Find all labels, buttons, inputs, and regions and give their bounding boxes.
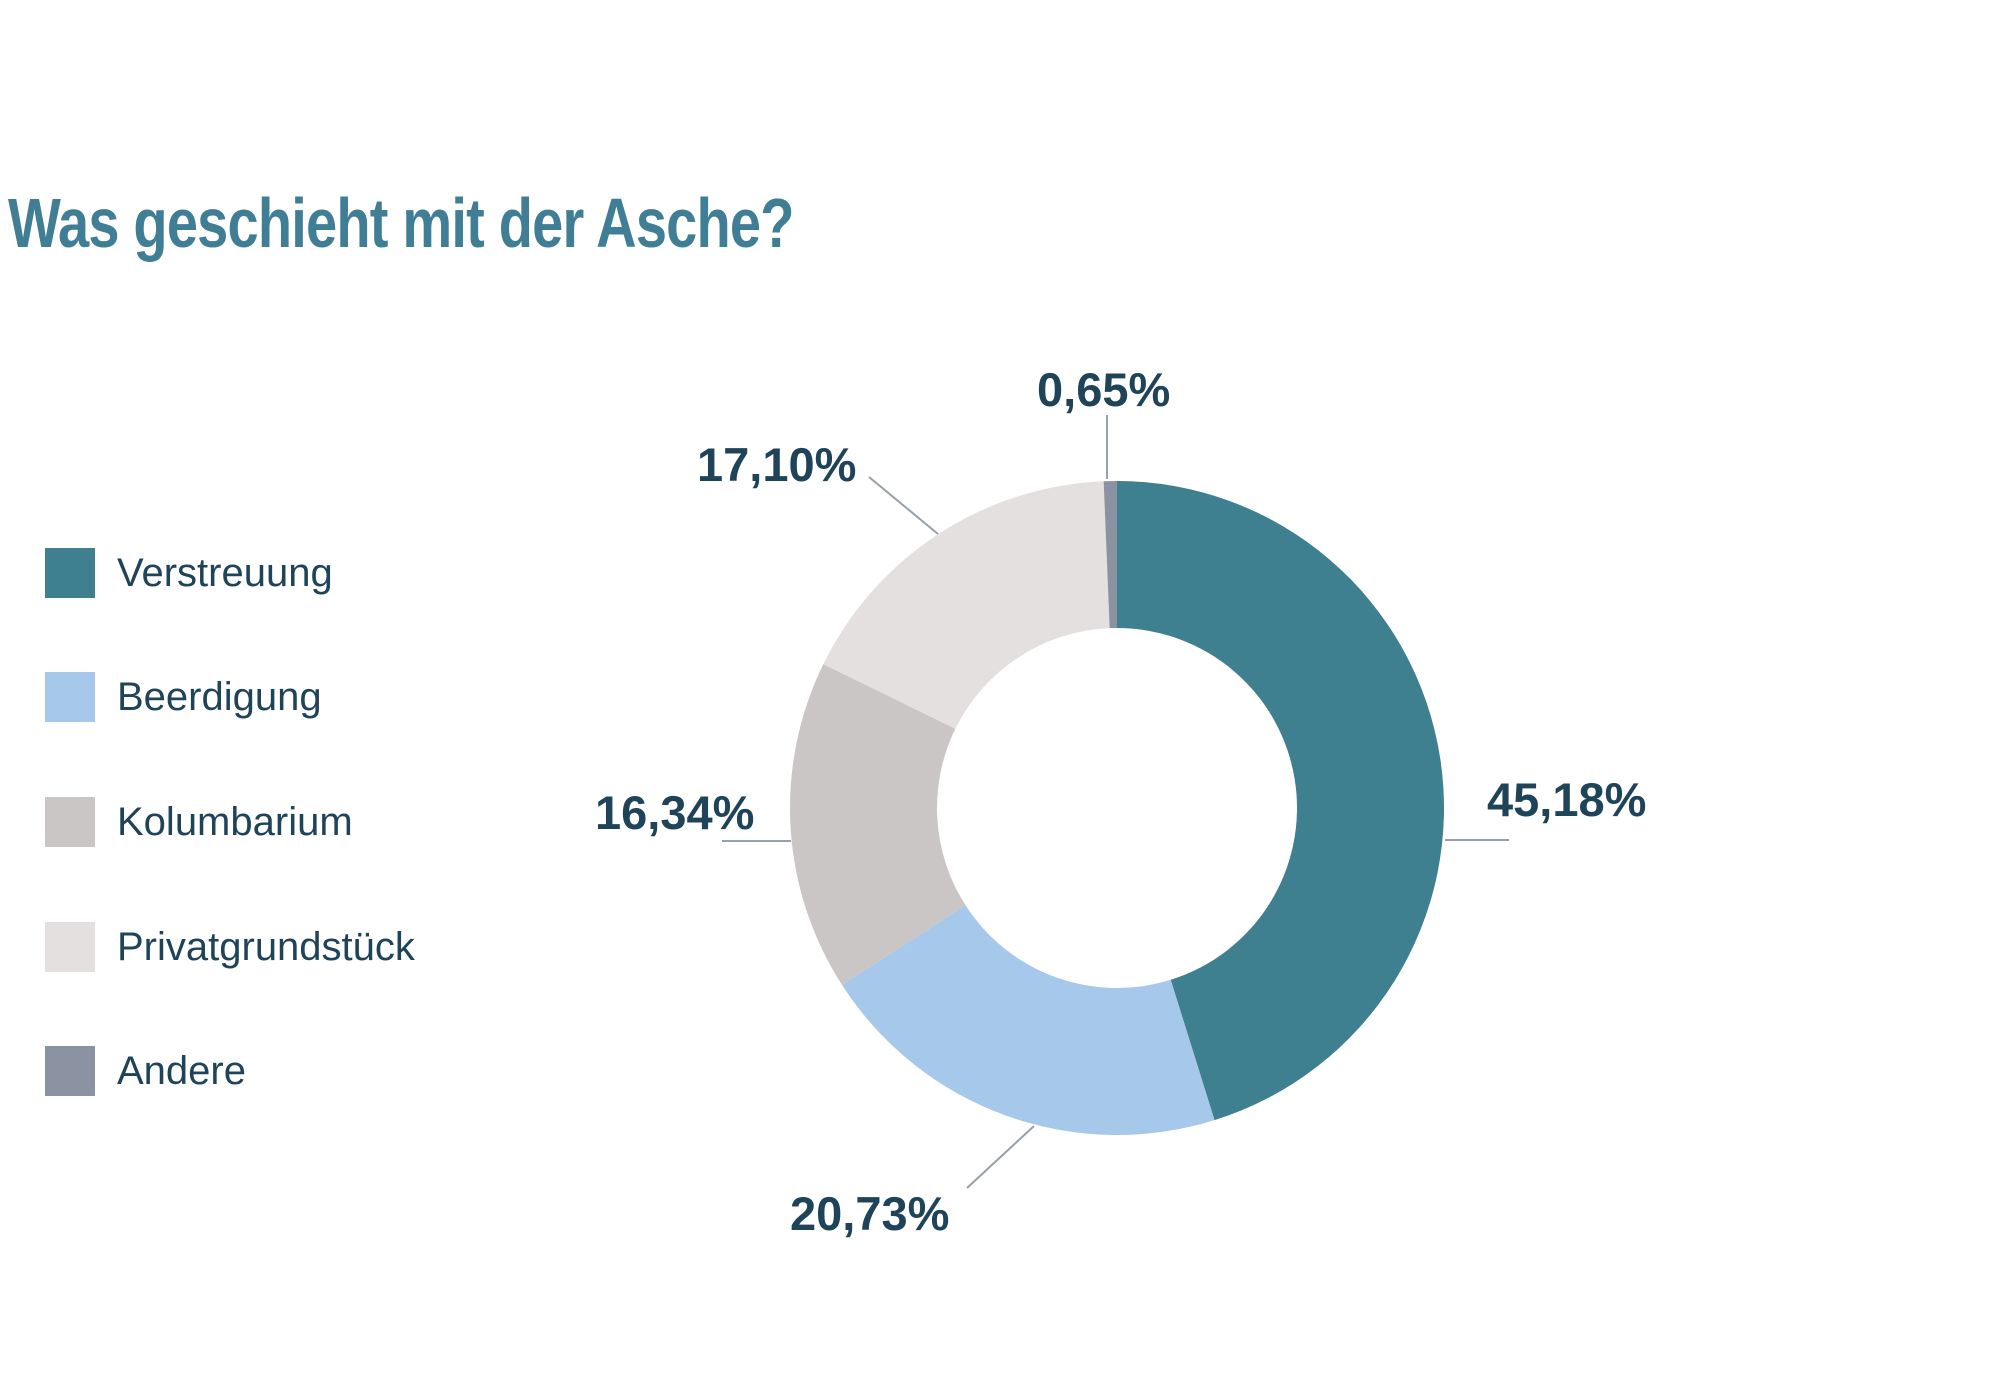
legend-label-privatgrundstueck: Privatgrundstück xyxy=(117,924,415,969)
legend-swatch-kolumbarium xyxy=(45,797,95,847)
data-label-andere: 0,65% xyxy=(1037,363,1171,416)
donut-slices xyxy=(789,481,1445,1135)
donut-slice-privatgrundstueck xyxy=(823,481,1110,729)
legend-item-verstreuung: Verstreuung xyxy=(45,548,333,598)
legend-swatch-privatgrundstueck xyxy=(45,922,95,972)
legend-swatch-verstreuung xyxy=(45,548,95,598)
legend-label-kolumbarium: Kolumbarium xyxy=(117,799,353,844)
legend-label-andere: Andere xyxy=(117,1048,246,1093)
legend-label-beerdigung: Beerdigung xyxy=(117,674,322,719)
data-label-kolumbarium: 16,34% xyxy=(595,786,755,839)
legend-item-kolumbarium: Kolumbarium xyxy=(45,797,353,847)
leader-line-privatgrundstueck xyxy=(868,476,939,535)
data-label-beerdigung: 20,73% xyxy=(790,1187,950,1240)
legend-swatch-beerdigung xyxy=(45,672,95,722)
donut-slice-kolumbarium xyxy=(789,664,966,985)
leader-line-beerdigung xyxy=(966,1125,1035,1189)
page-title: Was geschieht mit der Asche? xyxy=(8,184,794,262)
donut-slice-beerdigung xyxy=(841,905,1215,1135)
donut-slice-andere xyxy=(1103,481,1117,629)
legend-item-privatgrundstueck: Privatgrundstück xyxy=(45,922,415,972)
data-label-privatgrundstueck: 17,10% xyxy=(697,438,857,491)
legend-swatch-andere xyxy=(45,1046,95,1096)
data-label-verstreuung: 45,18% xyxy=(1487,773,1647,826)
legend-item-beerdigung: Beerdigung xyxy=(45,672,322,722)
legend-item-andere: Andere xyxy=(45,1046,246,1096)
leader-lines xyxy=(722,415,1509,1189)
legend-label-verstreuung: Verstreuung xyxy=(117,550,333,595)
donut-slice-verstreuung xyxy=(1117,481,1445,1121)
